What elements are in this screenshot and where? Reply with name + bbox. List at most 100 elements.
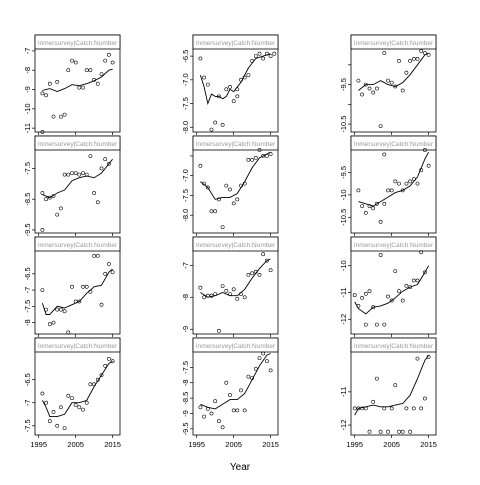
- data-point: [209, 293, 214, 298]
- data-point: [367, 289, 372, 294]
- panel-strip-label: Inmersurvey|Catch:Number: [354, 40, 434, 47]
- data-point: [363, 210, 368, 215]
- data-point: [81, 171, 85, 176]
- panel-strip-label: Inmersurvey|Catch:Number: [38, 242, 118, 249]
- data-point: [253, 155, 258, 160]
- data-point: [367, 429, 372, 434]
- data-point: [81, 284, 85, 289]
- data-point: [92, 382, 97, 387]
- data-point: [40, 391, 45, 396]
- data-point: [205, 293, 210, 298]
- data-point: [246, 272, 251, 277]
- panel-frame: [350, 337, 437, 436]
- data-point: [426, 355, 431, 359]
- data-point: [40, 91, 45, 96]
- panel-strip: [350, 337, 437, 353]
- data-point: [51, 320, 56, 325]
- data-point: [103, 58, 108, 63]
- y-tick-label: -7.5: [181, 189, 190, 202]
- data-point: [257, 51, 262, 56]
- data-point: [205, 82, 210, 87]
- data-point: [261, 351, 266, 356]
- data-point: [415, 57, 420, 61]
- data-point: [422, 51, 427, 55]
- data-point: [250, 157, 255, 162]
- data-point: [393, 84, 398, 89]
- data-point: [220, 123, 225, 127]
- data-point: [84, 68, 89, 73]
- data-point: [110, 270, 115, 275]
- x-axis-title: Year: [230, 462, 251, 473]
- y-tick-label: -7.0: [181, 169, 190, 182]
- data-point: [422, 396, 427, 401]
- data-point: [70, 396, 74, 401]
- data-point: [242, 408, 247, 413]
- data-point: [268, 368, 273, 373]
- panel-strip-label: Inmersurvey|Catch:Number: [196, 343, 276, 350]
- data-point: [209, 127, 214, 132]
- data-point: [92, 78, 97, 82]
- data-point: [239, 388, 243, 393]
- y-tick-label: -9: [181, 326, 190, 333]
- data-point: [374, 86, 379, 91]
- y-tick-label: -10: [339, 189, 348, 200]
- y-tick-label: -7.5: [23, 300, 32, 313]
- data-point: [216, 328, 221, 333]
- y-tick-label: -7.5: [23, 162, 32, 175]
- panel-strip-label: Inmersurvey|Catch:Number: [196, 40, 276, 47]
- y-tick-label: -11: [23, 123, 32, 133]
- data-point: [367, 204, 372, 209]
- data-point: [99, 373, 104, 378]
- data-point: [103, 271, 108, 276]
- data-point: [77, 405, 82, 410]
- panel-strip: [34, 236, 121, 252]
- data-point: [44, 400, 49, 405]
- data-point: [400, 429, 405, 434]
- data-point: [231, 201, 236, 206]
- data-point: [40, 191, 45, 195]
- data-point: [250, 376, 255, 381]
- data-point: [73, 60, 78, 65]
- data-point: [382, 201, 387, 206]
- y-tick-label: -9.5: [339, 166, 348, 179]
- y-tick-label: -10: [339, 260, 348, 271]
- data-point: [378, 429, 383, 434]
- panel-frame: [34, 337, 121, 436]
- panel-strip-label: Inmersurvey|Catch:Number: [354, 141, 434, 148]
- data-point: [228, 393, 232, 397]
- data-point: [47, 195, 52, 200]
- data-point: [228, 187, 232, 192]
- data-point: [59, 307, 63, 312]
- data-point: [397, 289, 401, 294]
- data-point: [224, 87, 229, 92]
- data-point: [213, 399, 218, 404]
- data-point: [246, 157, 251, 162]
- panel-strip-label: Inmersurvey|Catch:Number: [196, 242, 276, 249]
- data-point: [235, 87, 240, 92]
- data-point: [231, 99, 236, 104]
- y-tick-label: -8: [23, 67, 32, 74]
- data-point: [360, 406, 365, 411]
- data-point: [253, 54, 258, 59]
- data-point: [386, 78, 390, 83]
- data-point: [411, 177, 416, 182]
- panel-frame: [192, 337, 279, 436]
- data-point: [95, 81, 100, 86]
- data-point: [411, 406, 416, 411]
- data-point: [88, 68, 93, 73]
- data-point: [404, 181, 409, 186]
- data-point: [209, 411, 214, 416]
- data-point: [198, 56, 203, 61]
- panel-frame: [192, 34, 279, 133]
- data-point: [51, 409, 56, 414]
- data-point: [404, 406, 409, 411]
- smoother-line: [354, 355, 429, 416]
- smoother-line: [42, 360, 113, 418]
- data-point: [107, 262, 111, 266]
- data-point: [411, 278, 416, 283]
- data-point: [426, 163, 431, 168]
- y-tick-label: -9.5: [23, 223, 32, 236]
- data-point: [382, 51, 387, 55]
- data-point: [382, 322, 387, 327]
- data-point: [40, 227, 45, 232]
